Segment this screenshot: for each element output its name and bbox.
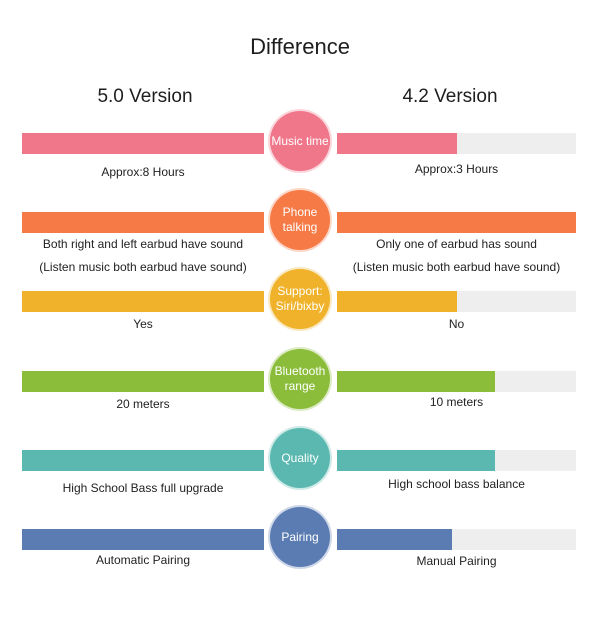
bar-right-music-time: [337, 133, 576, 154]
bar-fill-left: [22, 133, 264, 154]
description-left: Automatic Pairing: [95, 553, 191, 567]
row-bluetooth-range: Bluetooth range 20 meters 10 meters: [0, 347, 600, 461]
bar-fill-left: [22, 529, 264, 550]
description-left: Both right and left earbud have sound (L…: [39, 237, 247, 274]
column-header-left: 5.0 Version: [97, 86, 193, 107]
category-circle: Support: Siri/bixby: [268, 267, 332, 331]
page-title: Difference: [250, 34, 350, 59]
column-header-right: 4.2 Version: [402, 86, 498, 107]
category-circle: Pairing: [268, 505, 332, 569]
description-right: 10 meters: [429, 395, 484, 409]
row-quality: Quality High School Bass full upgrade High…: [0, 426, 600, 540]
row-siri-support: Support: Siri/bixby Yes No: [0, 267, 600, 381]
description-left: Approx:8 Hours: [101, 165, 185, 179]
bar-left-quality: [22, 450, 264, 471]
bar-left-siri-support: [22, 291, 264, 312]
bar-right-bluetooth-range: [337, 371, 576, 392]
description-left: Yes: [133, 317, 153, 331]
bar-left-bluetooth-range: [22, 371, 264, 392]
bar-fill-left: [22, 371, 264, 392]
category-circle: Music time: [268, 109, 332, 173]
bar-fill-right: [337, 450, 495, 471]
category-circle: Bluetooth range: [268, 347, 332, 411]
bar-right-quality: [337, 450, 576, 471]
category-circle: Quality: [268, 426, 332, 490]
bar-fill-left: [22, 212, 264, 233]
category-circle: Phone talking: [268, 188, 332, 252]
bar-fill-right: [337, 212, 576, 233]
description-left: High School Bass full upgrade: [62, 481, 224, 495]
bar-fill-left: [22, 291, 264, 312]
row-pairing: Pairing Automatic Pairing Manual Pairing: [0, 505, 600, 619]
bar-fill-right: [337, 133, 457, 154]
description-right: No: [448, 317, 465, 331]
bar-left-pairing: [22, 529, 264, 550]
description-right: High school bass balance: [388, 477, 525, 491]
description-right: Manual Pairing: [416, 554, 497, 568]
row-music-time: Music time Approx:8 Hours Approx:3 Hours: [0, 109, 600, 223]
bar-right-pairing: [337, 529, 576, 550]
bar-right-phone-talking: [337, 212, 576, 233]
row-phone-talking: Phone talking Both right and left earbud …: [0, 188, 600, 302]
bar-fill-right: [337, 529, 452, 550]
description-left: 20 meters: [116, 397, 170, 411]
bar-left-phone-talking: [22, 212, 264, 233]
bar-right-siri-support: [337, 291, 576, 312]
bar-left-music-time: [22, 133, 264, 154]
description-right: Approx:3 Hours: [414, 162, 499, 176]
bar-fill-left: [22, 450, 264, 471]
bar-fill-right: [337, 291, 457, 312]
bar-fill-right: [337, 371, 495, 392]
description-right: Only one of earbud has sound (Listen mus…: [352, 237, 561, 274]
